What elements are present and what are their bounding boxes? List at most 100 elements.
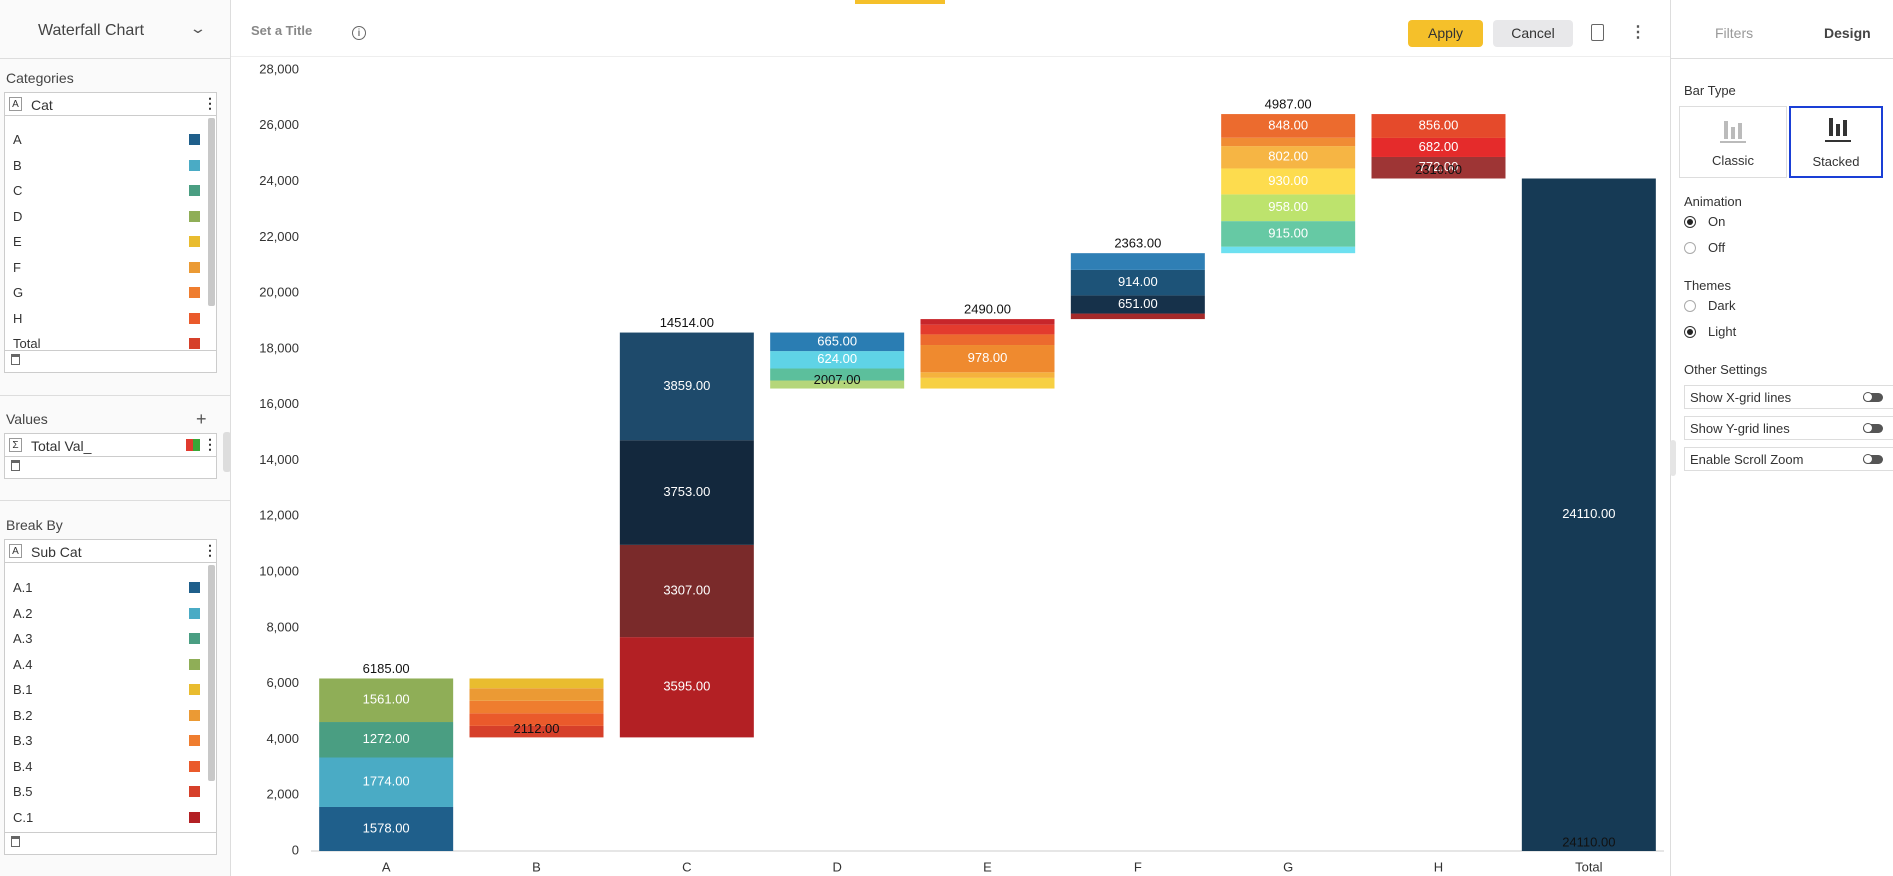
apply-button[interactable]: Apply xyxy=(1408,20,1483,47)
bar-icon xyxy=(1724,121,1728,139)
radio-button[interactable] xyxy=(1684,216,1696,228)
y-tick-label: 0 xyxy=(292,842,299,857)
bar-type-option[interactable]: Stacked xyxy=(1789,106,1883,178)
collapse-handle[interactable] xyxy=(1670,440,1676,476)
color-swatch xyxy=(189,658,200,670)
segment-label: 772.00 xyxy=(1419,159,1459,174)
list-item[interactable]: D xyxy=(13,208,23,224)
collapse-handle[interactable] xyxy=(223,432,231,472)
total-label: 2310.00 xyxy=(1415,162,1462,177)
bar-type-option[interactable]: Classic xyxy=(1679,106,1787,178)
radio-button[interactable] xyxy=(1684,326,1696,338)
chart-type[interactable]: Waterfall Chart xyxy=(38,22,145,39)
cancel-button[interactable]: Cancel xyxy=(1493,20,1573,47)
trash-row[interactable] xyxy=(4,457,217,479)
bar-segment xyxy=(1070,253,1205,270)
radio-label[interactable]: Light xyxy=(1708,324,1737,339)
color-swatch xyxy=(189,735,200,746)
list-item[interactable]: A.1 xyxy=(13,580,33,595)
radio-label[interactable]: Off xyxy=(1708,240,1726,255)
list-item[interactable]: A.4 xyxy=(13,656,33,672)
segment-label: 930.00 xyxy=(1268,173,1308,188)
list-item[interactable]: B.3 xyxy=(13,733,33,748)
chart: 0 2,000 4,000 6,000 8,000 10,000 12,000 14,000 1… xyxy=(259,61,1664,874)
scrollbar xyxy=(208,565,215,781)
y-tick-label: 22,000 xyxy=(259,229,299,244)
toggle-knob xyxy=(1863,423,1873,433)
color-swatch xyxy=(186,439,193,451)
list-item[interactable]: A xyxy=(13,132,22,147)
y-tick-label: 24,000 xyxy=(259,173,299,188)
list-item[interactable]: A.3 xyxy=(13,631,33,646)
list-item[interactable]: B.4 xyxy=(13,758,33,774)
bar-segment xyxy=(770,332,905,352)
tab[interactable]: Filters xyxy=(1715,25,1754,41)
tab[interactable]: Design xyxy=(1824,25,1871,41)
section-divider xyxy=(0,500,230,501)
toggle-switch[interactable] xyxy=(1863,392,1883,402)
list-item[interactable]: G xyxy=(13,285,24,300)
bar-segment xyxy=(770,368,905,381)
bar-segment xyxy=(1221,246,1356,254)
bar-segment xyxy=(469,725,604,738)
bar-segment xyxy=(770,380,905,389)
section-title: Themes xyxy=(1684,278,1731,293)
section-title: Values xyxy=(6,411,48,427)
bar-segment xyxy=(1371,137,1506,157)
segment-label: 914.00 xyxy=(1118,274,1158,289)
list-item[interactable]: F xyxy=(13,259,21,275)
trash-icon xyxy=(11,836,20,847)
add-icon[interactable]: + xyxy=(196,409,207,429)
total-label: 24110.00 xyxy=(1562,834,1615,849)
right-panel: Filters Design Bar Type Classic Stacked Anima… xyxy=(1670,0,1893,876)
field-name: Cat xyxy=(31,97,53,113)
radio-label[interactable]: On xyxy=(1708,214,1726,229)
more-menu[interactable]: ⋮ xyxy=(1630,24,1646,41)
radio-button[interactable] xyxy=(1684,242,1696,254)
list-item[interactable]: B.2 xyxy=(13,707,33,723)
list-item[interactable]: C xyxy=(13,183,23,198)
list-item[interactable]: B xyxy=(13,157,22,173)
field-box[interactable]: A Sub Cat ⋮ xyxy=(4,539,217,563)
bar-icon xyxy=(1829,118,1833,136)
field-name: Total Val_ xyxy=(31,438,92,454)
x-tick-label: D xyxy=(832,859,841,874)
radio-button[interactable] xyxy=(1684,300,1696,312)
field-box[interactable]: Σ Total Val_ ⋮ xyxy=(4,433,217,457)
y-tick-label: 10,000 xyxy=(259,564,299,579)
more-icon: ⋮ xyxy=(203,542,217,558)
export-icon[interactable] xyxy=(1591,24,1604,41)
bar-segment xyxy=(1371,156,1506,179)
bar-segment xyxy=(619,440,754,545)
segment-label: 3307.00 xyxy=(663,582,710,597)
trash-row[interactable] xyxy=(4,351,217,373)
total-label: 2363.00 xyxy=(1114,236,1161,251)
list-item[interactable]: B.1 xyxy=(13,682,33,697)
title-input[interactable]: Set a Title xyxy=(251,23,313,38)
list-item[interactable]: H xyxy=(13,310,23,326)
toggle-switch[interactable] xyxy=(1863,423,1883,433)
toggle-switch[interactable] xyxy=(1863,454,1883,464)
trash-row[interactable] xyxy=(4,833,217,855)
list-item[interactable]: A.2 xyxy=(13,605,33,621)
bar-segment xyxy=(469,700,604,714)
y-tick-label: 6,000 xyxy=(266,675,299,690)
bar-segment xyxy=(1070,313,1205,320)
segment-label: 958.00 xyxy=(1268,199,1308,214)
list-item[interactable]: B.5 xyxy=(13,784,33,799)
bar-segment xyxy=(1221,194,1356,222)
info-icon[interactable]: i xyxy=(352,26,366,40)
color-swatch xyxy=(189,210,200,222)
toggle-knob xyxy=(1863,454,1873,464)
color-swatch xyxy=(189,312,200,324)
field-box[interactable]: A Cat ⋮ xyxy=(4,92,217,116)
color-swatch xyxy=(193,439,200,451)
x-tick-label: B xyxy=(532,859,541,874)
list-item[interactable]: C.1 xyxy=(13,809,34,825)
list-item[interactable]: Total xyxy=(13,336,41,351)
list-item[interactable]: E xyxy=(13,234,22,249)
total-label: 4987.00 xyxy=(1265,97,1312,112)
radio-label[interactable]: Dark xyxy=(1708,298,1736,313)
bar-segment xyxy=(1070,269,1205,296)
